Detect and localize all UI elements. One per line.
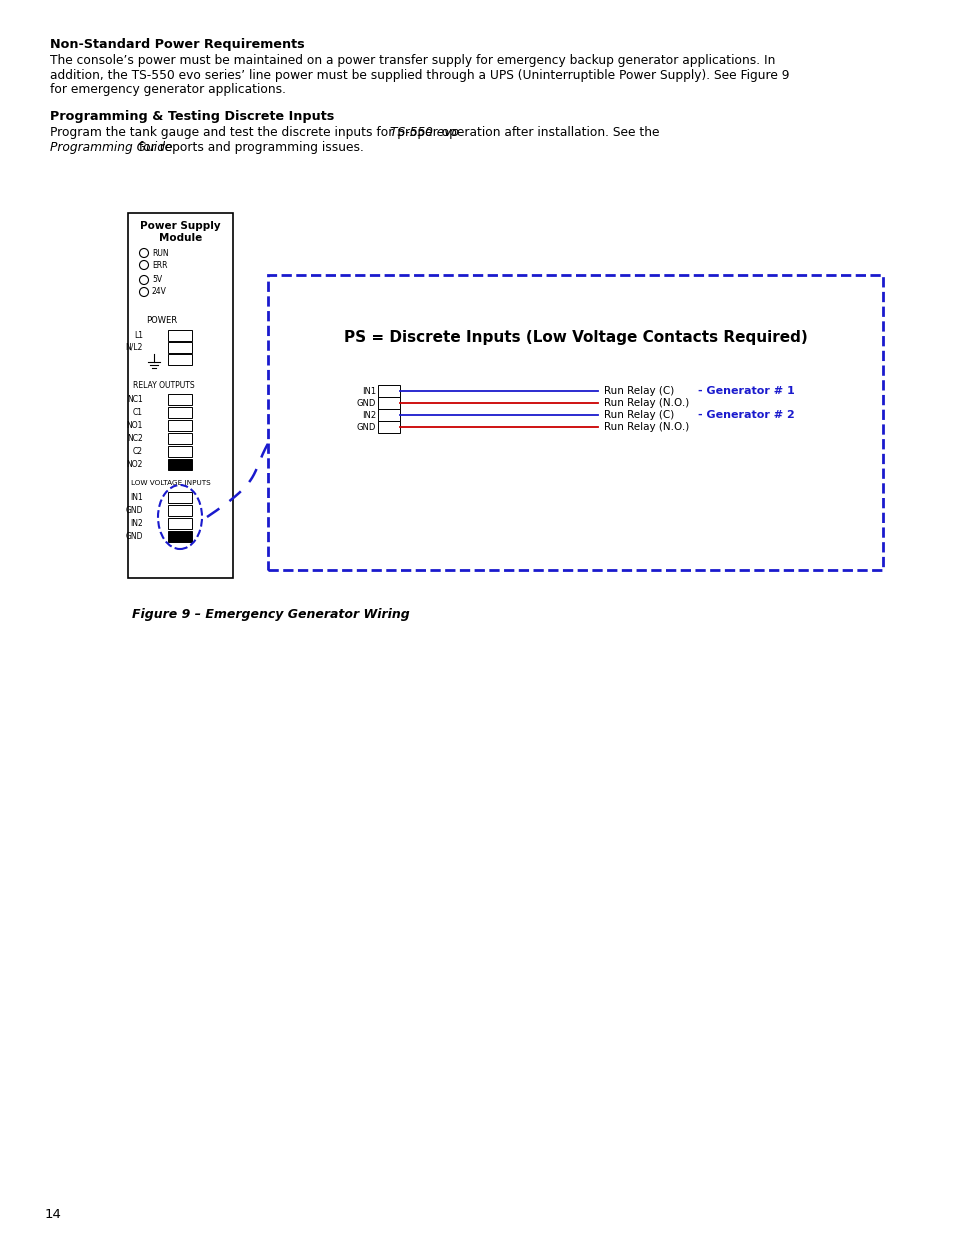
Circle shape (139, 248, 149, 258)
Text: Program the tank gauge and test the discrete inputs for proper operation after i: Program the tank gauge and test the disc… (50, 126, 662, 140)
Text: Power Supply: Power Supply (140, 221, 220, 231)
Bar (168, 433, 192, 445)
Text: TS-550 evo: TS-550 evo (390, 126, 458, 140)
Bar (168, 492, 192, 503)
Text: - Generator # 2: - Generator # 2 (698, 410, 794, 420)
Text: N/L2: N/L2 (126, 343, 143, 352)
Text: Run Relay (N.O.): Run Relay (N.O.) (603, 398, 688, 408)
Text: NO2: NO2 (127, 459, 143, 469)
Text: ERR: ERR (152, 261, 168, 269)
Bar (168, 459, 192, 471)
Text: GND: GND (356, 399, 375, 408)
Bar (168, 342, 192, 353)
Text: Run Relay (C): Run Relay (C) (603, 410, 674, 420)
Text: for reports and programming issues.: for reports and programming issues. (135, 141, 363, 153)
Text: Run Relay (N.O.): Run Relay (N.O.) (603, 422, 688, 432)
Text: RELAY OUTPUTS: RELAY OUTPUTS (132, 382, 194, 390)
Text: IN2: IN2 (131, 519, 143, 529)
Bar (168, 505, 192, 516)
Text: The console’s power must be maintained on a power transfer supply for emergency : The console’s power must be maintained o… (50, 54, 775, 67)
Bar (168, 394, 192, 405)
Text: C2: C2 (132, 447, 143, 456)
Text: addition, the TS-550 evo series’ line power must be supplied through a UPS (Unin: addition, the TS-550 evo series’ line po… (50, 68, 789, 82)
Text: POWER: POWER (146, 316, 177, 325)
Text: Run Relay (C): Run Relay (C) (603, 387, 674, 396)
Text: Figure 9 – Emergency Generator Wiring: Figure 9 – Emergency Generator Wiring (132, 608, 409, 621)
Bar (168, 330, 192, 341)
Text: GND: GND (356, 422, 375, 431)
Bar (128, 212, 233, 578)
Circle shape (139, 261, 149, 269)
Bar (168, 531, 192, 542)
Text: IN1: IN1 (131, 493, 143, 501)
Text: 14: 14 (45, 1208, 62, 1221)
Text: 5V: 5V (152, 275, 162, 284)
Bar (268, 275, 882, 571)
Text: L1: L1 (133, 331, 143, 340)
Bar (168, 420, 192, 431)
Text: NC2: NC2 (127, 433, 143, 443)
Circle shape (139, 275, 149, 284)
Text: PS = Discrete Inputs (Low Voltage Contacts Required): PS = Discrete Inputs (Low Voltage Contac… (343, 330, 806, 345)
Text: Module: Module (159, 233, 202, 243)
Text: GND: GND (126, 532, 143, 541)
Bar (377, 396, 399, 409)
Bar (377, 421, 399, 433)
Text: for emergency generator applications.: for emergency generator applications. (50, 83, 286, 96)
Bar (168, 408, 192, 417)
Text: RUN: RUN (152, 248, 169, 258)
Text: NC1: NC1 (127, 395, 143, 404)
Text: NO1: NO1 (127, 421, 143, 430)
Bar (377, 409, 399, 421)
Bar (168, 446, 192, 457)
Bar (377, 385, 399, 396)
Text: 24V: 24V (152, 288, 167, 296)
Text: Programming & Testing Discrete Inputs: Programming & Testing Discrete Inputs (50, 110, 334, 124)
Text: IN1: IN1 (361, 387, 375, 395)
Text: C1: C1 (132, 408, 143, 417)
Text: LOW VOLTAGE INPUTS: LOW VOLTAGE INPUTS (131, 480, 211, 487)
Bar (168, 354, 192, 366)
Circle shape (139, 288, 149, 296)
Text: Non-Standard Power Requirements: Non-Standard Power Requirements (50, 38, 304, 51)
Bar (168, 517, 192, 529)
Text: Programming Guide: Programming Guide (50, 141, 172, 153)
Text: GND: GND (126, 506, 143, 515)
Text: IN2: IN2 (361, 410, 375, 420)
Text: - Generator # 1: - Generator # 1 (698, 387, 794, 396)
